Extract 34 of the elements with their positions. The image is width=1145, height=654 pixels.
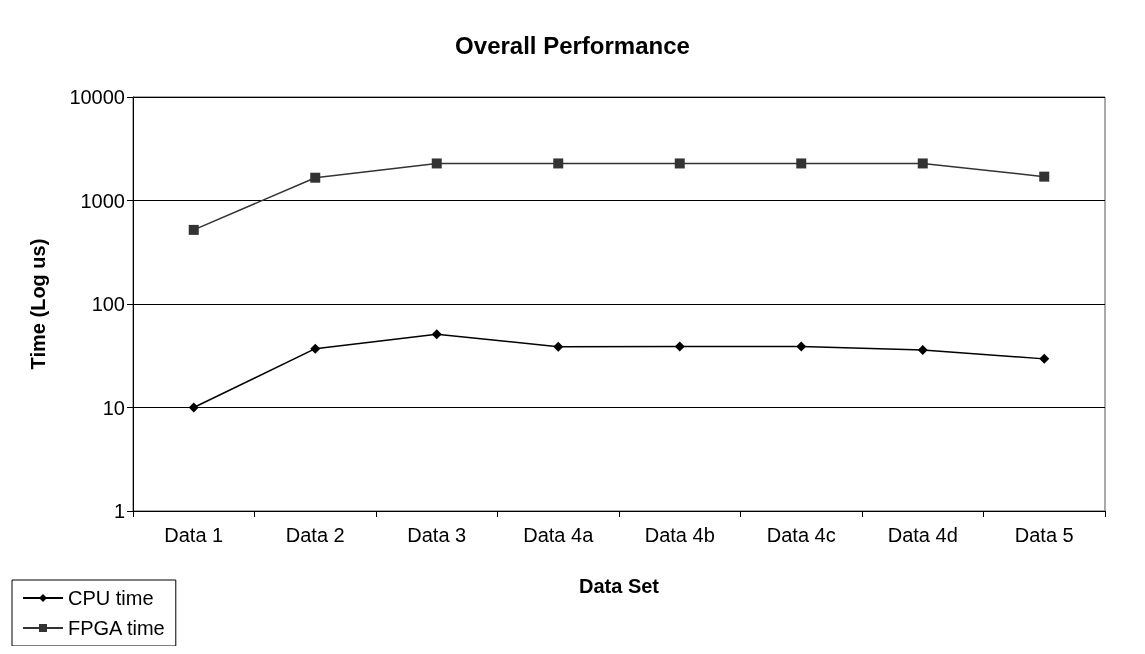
x-tick-label: Data 4d [887, 524, 958, 546]
point [188, 402, 199, 413]
y-axis-title: Time (Log us) [27, 238, 49, 370]
x-tick-label: Data 4c [766, 524, 836, 546]
point [310, 172, 321, 183]
legend-label: CPU time [68, 587, 154, 609]
point [1039, 353, 1050, 364]
point [431, 158, 442, 169]
point [310, 343, 321, 354]
x-tick-label: Data 2 [285, 524, 345, 546]
y-tick-label: 100 [91, 293, 125, 315]
point [917, 344, 928, 355]
point [553, 341, 564, 352]
legend-label: FPGA time [68, 617, 165, 639]
point [674, 158, 685, 169]
x-tick-label: Data 4a [523, 524, 595, 546]
x-tick-label: Data 3 [407, 524, 467, 546]
point [796, 341, 807, 352]
x-tick-label: Data 4b [644, 524, 715, 546]
point [1039, 171, 1050, 182]
point [188, 224, 199, 235]
y-tick-label: 10000 [69, 86, 125, 108]
y-tick-label: 1000 [80, 189, 125, 212]
point [674, 341, 685, 352]
point [917, 158, 928, 169]
y-tick-label: 10 [102, 396, 125, 419]
x-tick-label: Data 1 [164, 524, 224, 546]
point [553, 158, 564, 169]
x-axis-title: Data Set [578, 575, 660, 597]
point [431, 329, 442, 340]
y-tick-label: 1 [113, 500, 125, 522]
point [796, 158, 807, 169]
chart-title: Overall Performance [455, 31, 690, 59]
x-tick-label: Data 5 [1014, 524, 1074, 546]
